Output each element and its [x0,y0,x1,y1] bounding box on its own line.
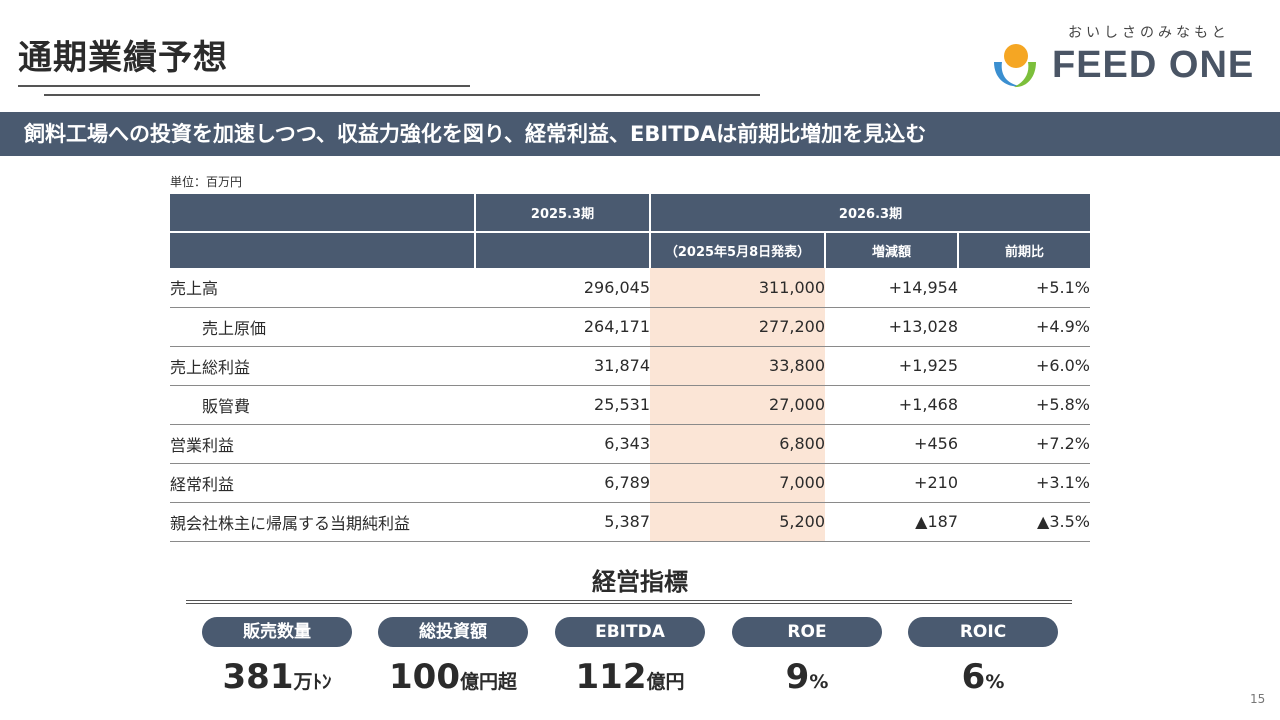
subheader-forecast: （2025年5月8日発表） [650,231,826,268]
kpi-label: 販売数量 [202,617,352,647]
kpi-unit: 億円 [646,671,685,693]
header-fy2025: 2025.3期 [475,194,651,232]
cell-fy2025: 5,387 [475,502,650,542]
cell-yoy: +7.2% [958,424,1090,464]
cell-yoy: +6.0% [958,346,1090,386]
table-row: 販管費 25,531 27,000 +1,468 +5.8% [170,385,1090,425]
cell-fy2026: 311,000 [650,268,825,308]
unit-note: 単位：百万円 [170,175,243,189]
cell-yoy: +5.1% [958,268,1090,308]
cell-change: +456 [825,424,958,464]
kpi-ebitda: EBITDA 112億円 [555,617,705,697]
header-blank [170,194,476,232]
row-label: 営業利益 [170,424,475,464]
kpi-sales-volume: 販売数量 381万ﾄﾝ [202,617,352,697]
table-row: 売上高 296,045 311,000 +14,954 +5.1% [170,268,1090,308]
kpi-unit: 億円超 [459,671,517,693]
logo-mark-icon [994,44,1036,88]
cell-change: +13,028 [825,307,958,347]
cell-fy2025: 31,874 [475,346,650,386]
cell-fy2025: 264,171 [475,307,650,347]
cell-fy2025: 296,045 [475,268,650,308]
row-label: 売上高 [170,268,475,308]
page-number: 15 [1250,692,1266,706]
cell-yoy: +4.9% [958,307,1090,347]
company-logo: おいしさのみなもと FEED ONE [990,22,1260,92]
kpi-number: 100 [389,657,460,697]
row-label: 販管費 [170,385,475,425]
cell-change: +210 [825,463,958,503]
kpi-label: 総投資額 [378,617,528,647]
cell-yoy: +3.1% [958,463,1090,503]
kpi-value: 6% [908,657,1058,697]
table-row: 親会社株主に帰属する当期純利益 5,387 5,200 ▲187 ▲3.5% [170,502,1090,542]
kpi-divider [186,603,1072,604]
kpi-number: 112 [575,657,647,697]
header-fy2026: 2026.3期 [650,194,1090,232]
cell-change: +1,468 [825,385,958,425]
kpi-number: 9 [785,657,810,697]
kpi-total-investment: 総投資額 100億円超 [378,617,528,697]
page-title: 通期業績予想 [18,38,228,78]
kpi-label: ROIC [908,617,1058,647]
subheader-yoy: 前期比 [958,231,1090,268]
cell-fy2026: 277,200 [650,307,825,347]
subheader-blank [170,231,476,268]
table-row: 経常利益 6,789 7,000 +210 +3.1% [170,463,1090,503]
row-label: 経常利益 [170,463,475,503]
row-label: 売上総利益 [170,346,475,386]
cell-fy2025: 6,789 [475,463,650,503]
kpi-label: EBITDA [555,617,705,647]
kpi-number: 381 [222,657,294,697]
cell-fy2026: 33,800 [650,346,825,386]
cell-fy2025: 25,531 [475,385,650,425]
cell-change: +14,954 [825,268,958,308]
kpi-value: 100億円超 [378,657,528,697]
logo-wordmark: FEED ONE [1052,44,1255,86]
kpi-value: 381万ﾄﾝ [202,657,352,697]
title-underline [18,85,470,87]
table-row: 売上総利益 31,874 33,800 +1,925 +6.0% [170,346,1090,386]
cell-fy2026: 27,000 [650,385,825,425]
cell-change: ▲187 [825,502,958,542]
kpi-divider [186,600,1072,601]
cell-change: +1,925 [825,346,958,386]
cell-fy2026: 6,800 [650,424,825,464]
row-label: 親会社株主に帰属する当期純利益 [170,502,475,542]
cell-fy2026: 7,000 [650,463,825,503]
table-row: 営業利益 6,343 6,800 +456 +7.2% [170,424,1090,464]
subheader-change: 増減額 [825,231,959,268]
kpi-roic: ROIC 6% [908,617,1058,697]
cell-yoy: +5.8% [958,385,1090,425]
logo-tagline: おいしさのみなもと [1068,25,1230,41]
kpi-roe: ROE 9% [732,617,882,697]
kpi-unit: % [985,671,1005,693]
kpi-unit: % [809,671,829,693]
table-row: 売上原価 264,171 277,200 +13,028 +4.9% [170,307,1090,347]
subheader-blank-fy2025 [475,231,651,268]
cell-yoy: ▲3.5% [958,502,1090,542]
cell-fy2026: 5,200 [650,502,825,542]
kpi-section-title: 経営指標 [592,568,688,596]
kpi-value: 112億円 [555,657,705,697]
cell-fy2025: 6,343 [475,424,650,464]
headline-banner: 飼料工場への投資を加速しつつ、収益力強化を図り、経常利益、EBITDAは前期比増… [0,112,1280,156]
forecast-table: 2025.3期 2026.3期 （2025年5月8日発表） 増減額 前期比 売上… [170,194,1090,542]
kpi-unit: 万ﾄﾝ [293,671,332,693]
title-underline-secondary [44,94,760,96]
kpi-number: 6 [961,657,986,697]
kpi-label: ROE [732,617,882,647]
row-label: 売上原価 [170,307,475,347]
kpi-value: 9% [732,657,882,697]
